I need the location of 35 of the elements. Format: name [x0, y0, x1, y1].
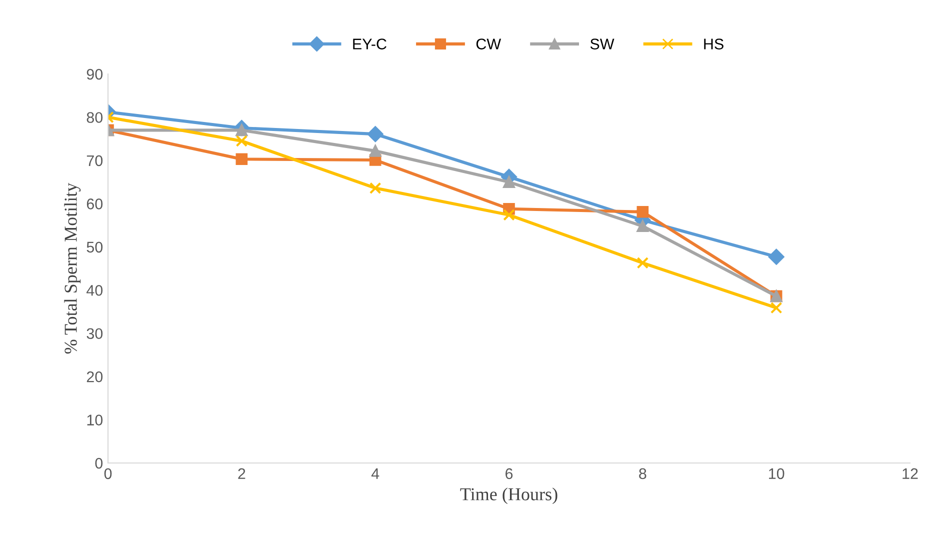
legend-label: HS	[704, 38, 724, 50]
point	[369, 182, 382, 194]
point	[367, 126, 384, 142]
y-axis-title: % Total Sperm Motility	[64, 182, 81, 354]
point	[770, 302, 782, 314]
point	[503, 209, 515, 221]
point	[503, 176, 515, 188]
x-tick-label: 8	[639, 468, 646, 480]
legend-label: CW	[476, 38, 502, 50]
point	[636, 256, 649, 269]
x-tick-label: 0	[104, 468, 112, 480]
y-tick-label: 80	[86, 112, 103, 123]
y-tick-label: 40	[86, 284, 103, 296]
y-tick-label: 20	[86, 371, 103, 382]
x-tick-label: 10	[769, 468, 784, 480]
point	[768, 248, 784, 265]
x-tick-label: 2	[238, 468, 246, 479]
point	[236, 153, 248, 166]
legend-label: EY-C	[353, 38, 386, 50]
y-tick-label: 10	[87, 414, 103, 426]
x-tick-label: 6	[506, 468, 513, 480]
point	[636, 220, 649, 232]
y-tick-label: 90	[86, 68, 103, 80]
y-tick-label: 30	[86, 328, 103, 340]
y-tick-label: 50	[86, 242, 103, 253]
x-tick-label: 12	[902, 468, 918, 479]
y-tick-label: 0	[95, 458, 103, 469]
point	[236, 135, 248, 147]
point	[369, 145, 382, 157]
legend-label: SW	[590, 38, 614, 50]
y-tick-label: 60	[86, 198, 103, 210]
point	[636, 206, 649, 218]
y-tick-label: 70	[86, 155, 103, 166]
x-axis-title: Time (Hours)	[460, 488, 558, 504]
x-tick-label: 4	[371, 468, 380, 479]
